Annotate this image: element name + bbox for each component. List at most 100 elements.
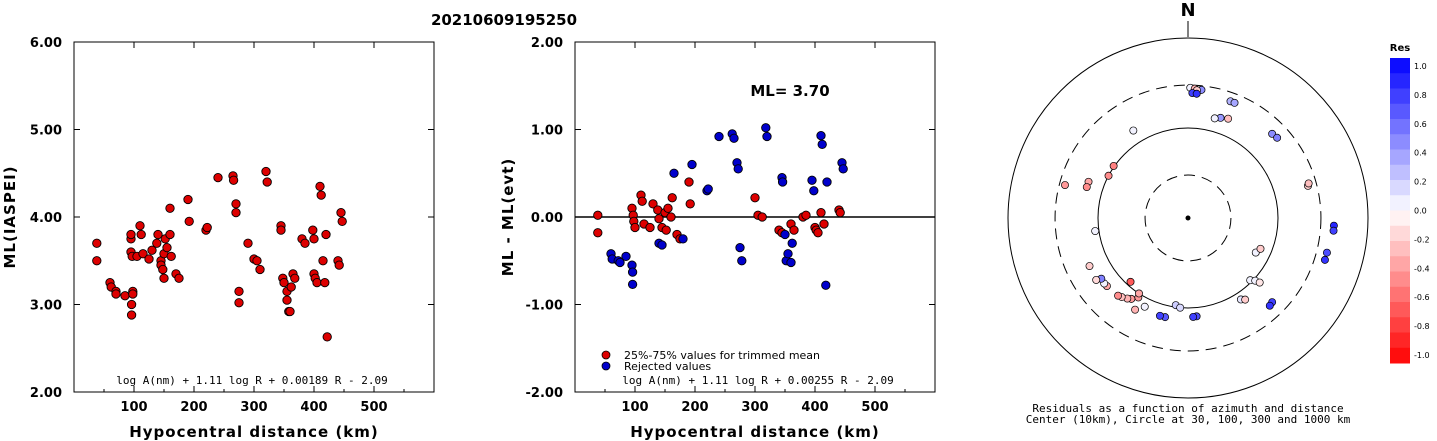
- p2-data-point: [737, 256, 747, 266]
- p2-data-point: [838, 164, 848, 174]
- colorbar-cell: [1390, 225, 1410, 242]
- station-residual-point: [1126, 277, 1135, 286]
- p1-data-point: [286, 282, 296, 292]
- p1-data-point: [144, 254, 154, 264]
- colorbar-tick-label: 0.6: [1414, 120, 1427, 129]
- p1-data-point: [158, 264, 168, 275]
- p1-data-point: [312, 277, 322, 288]
- p1-y-tick-label: 3.00: [30, 299, 62, 314]
- p2-data-point: [666, 212, 676, 222]
- colorbar-cell: [1390, 58, 1410, 74]
- p1-data-point: [228, 175, 239, 185]
- p1-data-point: [336, 207, 346, 218]
- p1-plot-frame: [73, 41, 435, 393]
- p2-data-point: [822, 177, 832, 187]
- p1-x-tick-label: 400: [300, 400, 327, 415]
- colorbar-cell: [1390, 256, 1410, 272]
- p1-data-point: [243, 238, 253, 248]
- colorbar-tick-label: 0.4: [1414, 149, 1427, 158]
- colorbar-cell: [1390, 164, 1410, 181]
- p1-data-point: [165, 203, 175, 213]
- p2-data-point: [821, 280, 831, 290]
- p1-data-point: [231, 207, 241, 218]
- p2-ml-label: ML= 3.70: [750, 82, 829, 100]
- p1-data-point: [92, 256, 102, 266]
- p1-data-point: [261, 166, 271, 177]
- colorbar-cell: [1390, 271, 1410, 288]
- p1-data-point: [136, 229, 146, 240]
- p2-data-point: [621, 251, 631, 262]
- p2-x-tick-label: 100: [621, 400, 648, 415]
- p1-x-tick-label: 300: [240, 400, 267, 415]
- p2-data-point: [757, 212, 767, 222]
- colorbar-cell: [1390, 149, 1410, 166]
- p2-y-tick-label: -2.00: [526, 386, 563, 401]
- p2-data-point: [627, 267, 638, 277]
- colorbar-tick-label: 0.8: [1414, 91, 1427, 100]
- p2-x-axis-label: Hypocentral distance (km): [630, 423, 880, 441]
- colorbar-tick-label: 1.0: [1414, 62, 1427, 71]
- station-residual-point: [1109, 161, 1118, 170]
- p1-x-tick-label: 100: [120, 400, 147, 415]
- residual-vs-distance-panel: 100 200 300 400 500 -2.00 -1.00 0.00 1.00 2.00 ML…: [499, 36, 936, 441]
- distance-rings: [1007, 37, 1369, 399]
- p1-data-point: [282, 295, 292, 305]
- p2-data-point: [733, 164, 743, 174]
- p2-data-point: [703, 184, 713, 194]
- p2-legend: 25%-75% values for trimmed mean Rejected…: [601, 349, 820, 373]
- station-residual-point: [1176, 303, 1185, 312]
- p1-data-point: [126, 310, 137, 320]
- station-residual-point: [1192, 89, 1201, 98]
- event-id-title: 20210609195250: [431, 11, 577, 29]
- p2-x-tick-label: 200: [681, 400, 708, 415]
- colorbar-tick-label: -0.4: [1414, 264, 1430, 273]
- p2-x-tick-label: 300: [741, 400, 768, 415]
- colorbar-cell: [1390, 88, 1410, 105]
- p2-y-tick-label: 0.00: [531, 211, 563, 226]
- colorbar-cell: [1390, 241, 1410, 257]
- p1-ticks: 100 200 300 400 500 2.00 3.00 4.00 5.00 6.00: [30, 36, 434, 415]
- p1-x-tick-label: 200: [180, 400, 207, 415]
- p2-x-tick-label: 500: [861, 400, 888, 415]
- station-residual-point: [1230, 98, 1239, 107]
- p2-data-point: [654, 214, 664, 224]
- distance-ring: [1054, 84, 1322, 352]
- station-residual-point: [1131, 305, 1140, 314]
- p2-data-point: [735, 242, 745, 253]
- p2-y-tick-label: 1.00: [531, 124, 563, 139]
- p2-data-point: [783, 249, 793, 259]
- p2-data-point: [801, 210, 811, 220]
- colorbar-cell: [1390, 119, 1410, 135]
- p1-data-point: [320, 277, 330, 288]
- colorbar-cell: [1390, 73, 1410, 89]
- colorbar-tick-label: 0.0: [1414, 207, 1427, 216]
- p1-data-point: [111, 289, 121, 299]
- p2-data-point: [807, 175, 817, 185]
- colorbar-cell: [1390, 332, 1410, 349]
- station-residual-point: [1104, 171, 1113, 180]
- p2-data-point: [789, 225, 799, 235]
- p2-data-point: [786, 257, 796, 268]
- p1-data-point: [184, 216, 194, 227]
- p1-data-point: [202, 222, 212, 233]
- p2-data-point: [667, 193, 677, 203]
- p1-data-point: [165, 229, 175, 240]
- station-residual-point: [1241, 295, 1250, 304]
- station-residual-point: [1114, 291, 1123, 300]
- ml-vs-distance-panel: 100 200 300 400 500 2.00 3.00 4.00 5.00 6.00 log …: [1, 36, 435, 441]
- p1-data-point: [322, 332, 332, 342]
- colorbar-tick-label: -0.6: [1414, 293, 1430, 302]
- p2-data-point: [816, 207, 826, 218]
- legend-marker-rejected: [601, 361, 611, 371]
- p1-data-point: [120, 291, 130, 301]
- p1-data-point: [147, 245, 157, 255]
- p1-data-point: [162, 242, 172, 253]
- station-residual-point: [1085, 262, 1094, 270]
- p2-data-point: [714, 131, 724, 142]
- p1-data-point: [213, 172, 223, 183]
- p2-data-point: [835, 207, 845, 218]
- p1-x-axis-label: Hypocentral distance (km): [129, 423, 379, 441]
- colorbar-cell: [1390, 134, 1410, 150]
- epicenter-dot: [1185, 215, 1191, 221]
